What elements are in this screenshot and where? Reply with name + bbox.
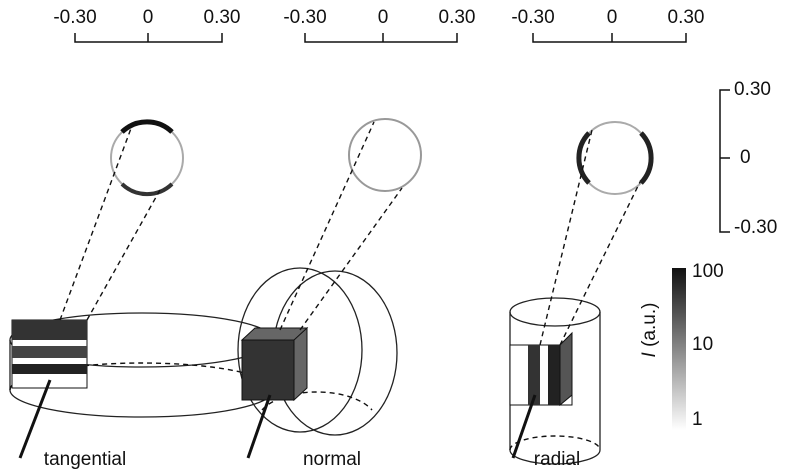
- axis-tick: 0.30: [668, 7, 705, 28]
- panel-label: radial: [534, 449, 580, 470]
- axis-tick: -0.30: [511, 7, 554, 28]
- radial-sample: [509, 129, 641, 465]
- axis-tick: 0: [607, 7, 618, 28]
- side-tick: -0.30: [734, 217, 777, 238]
- colorbar-label: I (a.u.): [639, 303, 660, 358]
- panel-label: tangential: [44, 449, 126, 470]
- panel-label: normal: [303, 449, 361, 470]
- side-tick: 0: [740, 147, 751, 168]
- colorbar: [672, 268, 686, 430]
- colorbar-tick: 1: [692, 409, 703, 430]
- axis-line: [74, 33, 223, 43]
- rings: [110, 118, 654, 197]
- axis-tick: 0.30: [204, 7, 241, 28]
- unit: (a.u.): [639, 303, 660, 347]
- axis-tick: 0: [143, 7, 154, 28]
- axis-tick: 0.30: [439, 7, 476, 28]
- axis-tick: -0.30: [283, 7, 326, 28]
- side-axis: [719, 89, 730, 233]
- axis-tick: -0.30: [53, 7, 96, 28]
- symbol: I: [639, 351, 660, 357]
- colorbar-tick: 10: [692, 334, 713, 355]
- colorbar-tick: 100: [692, 261, 724, 282]
- side-tick: 0.30: [734, 79, 771, 100]
- axis-line: [532, 33, 687, 43]
- top-axes: -0.30 0 0.30 -0.30 0 0.30 -0.30 0 0.30: [53, 7, 705, 43]
- axis-tick: 0: [378, 7, 389, 28]
- normal-sample: [237, 121, 403, 459]
- axis-line: [304, 33, 458, 43]
- tangential-sample: [9, 122, 275, 459]
